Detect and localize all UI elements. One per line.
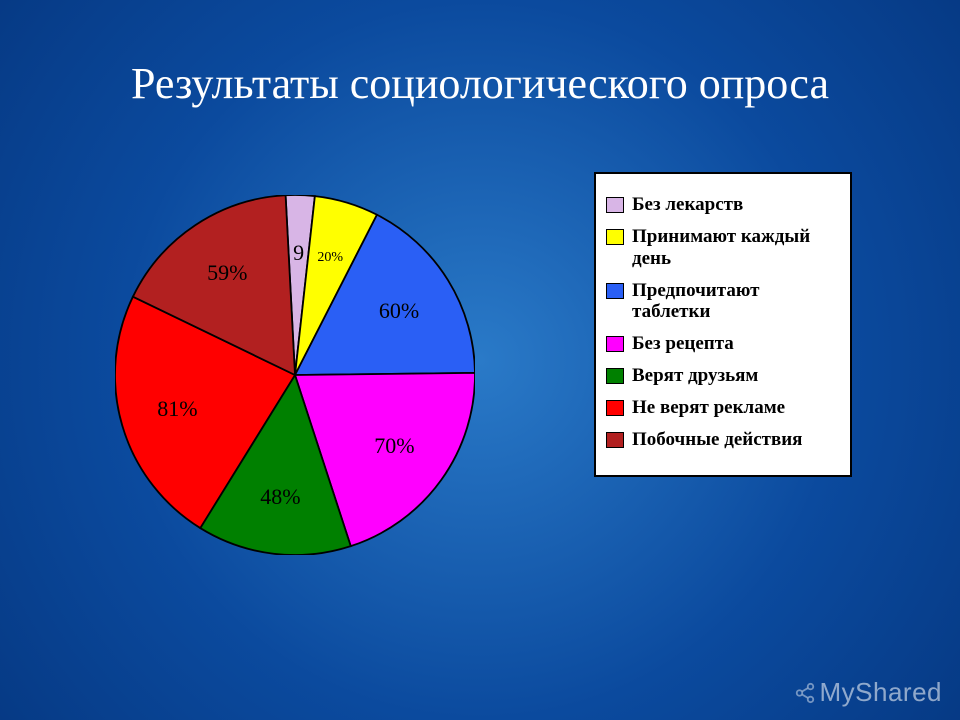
legend-label: Принимают каждый день bbox=[632, 226, 842, 270]
legend: Без лекарств Принимают каждый день Предпоч… bbox=[594, 172, 852, 477]
legend-item: Без рецепта bbox=[604, 333, 842, 355]
legend-swatch bbox=[606, 432, 624, 448]
pie-svg bbox=[115, 195, 475, 555]
legend-label: Без рецепта bbox=[632, 333, 734, 355]
legend-swatch bbox=[606, 229, 624, 245]
legend-swatch bbox=[606, 336, 624, 352]
legend-swatch bbox=[606, 400, 624, 416]
legend-item: Не верят рекламе bbox=[604, 397, 842, 419]
legend-label: Верят друзьям bbox=[632, 365, 758, 387]
watermark-text: MyShared bbox=[820, 677, 943, 708]
legend-swatch bbox=[606, 197, 624, 213]
legend-item: Побочные действия bbox=[604, 429, 842, 451]
legend-item: Принимают каждый день bbox=[604, 226, 842, 270]
legend-item: Верят друзьям bbox=[604, 365, 842, 387]
pie-chart: 920%60%70%48%81%59% bbox=[115, 195, 475, 555]
share-icon bbox=[794, 682, 816, 704]
watermark: MyShared bbox=[794, 677, 943, 708]
legend-item: Предпочитают таблетки bbox=[604, 280, 842, 324]
legend-swatch bbox=[606, 368, 624, 384]
legend-label: Без лекарств bbox=[632, 194, 743, 216]
legend-label: Предпочитают таблетки bbox=[632, 280, 842, 324]
page-title: Результаты социологического опроса bbox=[0, 58, 960, 109]
legend-label: Не верят рекламе bbox=[632, 397, 785, 419]
legend-swatch bbox=[606, 283, 624, 299]
legend-label: Побочные действия bbox=[632, 429, 802, 451]
legend-item: Без лекарств bbox=[604, 194, 842, 216]
